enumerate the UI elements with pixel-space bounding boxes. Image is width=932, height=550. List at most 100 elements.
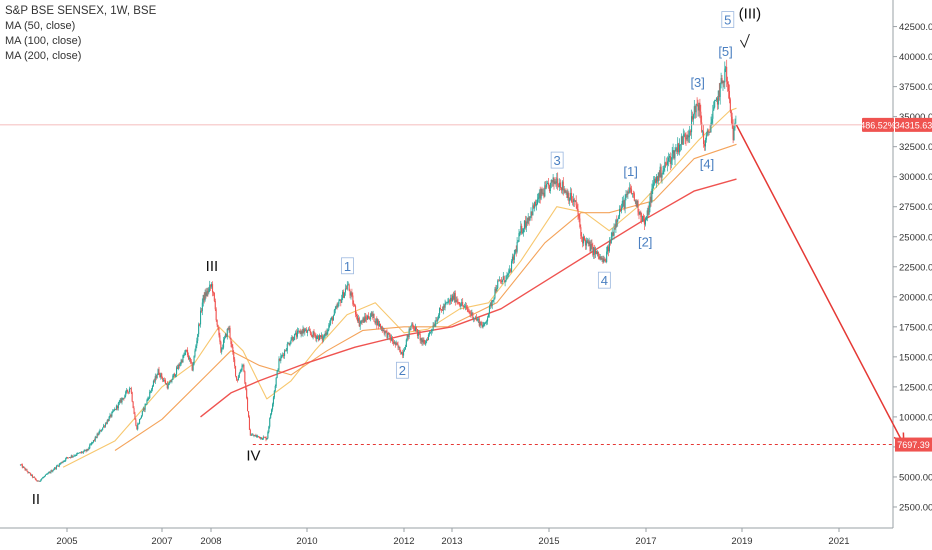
candle-down	[314, 335, 316, 336]
candle-up	[89, 444, 91, 449]
candle-up	[92, 440, 94, 443]
wave-label-primary: IV	[246, 448, 260, 465]
candle-up	[157, 369, 159, 375]
candle-up	[398, 346, 400, 348]
candle-up	[152, 380, 154, 386]
candle-up	[138, 423, 140, 425]
candle-down	[640, 211, 642, 218]
candle-up	[552, 177, 554, 183]
candle-up	[667, 161, 669, 165]
candle-up	[228, 327, 230, 330]
candle-up	[282, 354, 284, 356]
candle-up	[380, 326, 382, 328]
candle-up	[588, 241, 590, 244]
candle-down	[451, 297, 453, 301]
candle-down	[205, 292, 207, 296]
candle-up	[266, 438, 268, 440]
candle-up	[122, 398, 124, 399]
candle-down	[418, 331, 420, 335]
candle-up	[724, 68, 726, 83]
candle-up	[296, 330, 298, 337]
x-axis-tick-label: 2017	[635, 536, 656, 547]
candle-down	[535, 201, 537, 206]
candle-up	[404, 346, 406, 350]
candle-up	[108, 416, 110, 421]
wave-label-box	[721, 11, 735, 28]
candle-up	[603, 259, 605, 263]
candle-down	[628, 191, 630, 193]
candle-up	[362, 318, 364, 322]
candle-up	[475, 317, 477, 319]
candle-down	[531, 211, 533, 216]
candle-down	[700, 111, 702, 123]
candle-up	[140, 415, 142, 419]
current-price-label: 34315.63	[895, 120, 932, 130]
candle-up	[302, 328, 304, 334]
candle-up	[346, 284, 348, 290]
candle-down	[399, 346, 401, 353]
candle-up	[532, 205, 534, 216]
candle-up	[375, 318, 377, 323]
candle-up	[655, 176, 657, 183]
candle-up	[273, 390, 275, 398]
candle-down	[433, 325, 435, 327]
legend-symbol-title[interactable]: S&P BSE SENSEX, 1W, BSE	[5, 5, 157, 17]
candle-up	[501, 279, 503, 283]
candle-down	[605, 260, 607, 262]
candle-down	[210, 284, 212, 287]
candle-up	[622, 200, 624, 202]
candle-down	[215, 309, 217, 321]
candle-down	[391, 337, 393, 342]
candle-up	[278, 358, 280, 370]
candle-down	[353, 304, 355, 305]
x-axis-tick-label: 2019	[731, 536, 752, 547]
candle-up	[268, 426, 270, 433]
candle-up	[484, 323, 486, 324]
candle-down	[174, 373, 176, 377]
legend-study-ma50[interactable]: MA (50, close)	[5, 20, 76, 32]
wave-label-boxed: 5	[724, 13, 731, 28]
candle-down	[236, 379, 238, 381]
candle-up	[444, 303, 446, 308]
candle-up	[693, 106, 695, 115]
candle-down	[301, 331, 303, 334]
candle-up	[682, 135, 684, 145]
candle-up	[304, 330, 306, 333]
candle-up	[117, 403, 119, 409]
candle-down	[87, 448, 89, 450]
candle-down	[409, 329, 411, 331]
candle-down	[526, 221, 528, 224]
candle-down	[730, 110, 732, 117]
candle-down	[203, 294, 205, 301]
candle-up	[631, 193, 633, 195]
candle-up	[289, 343, 291, 345]
candle-up	[523, 228, 525, 233]
legend-study-ma100[interactable]: MA (100, close)	[5, 35, 82, 47]
y-axis-tick-label: 12500.00	[899, 382, 932, 393]
candle-up	[384, 330, 386, 334]
y-axis-tick-label: 17500.00	[899, 322, 932, 333]
candle-up	[226, 329, 228, 337]
candle-up	[241, 365, 243, 370]
candle-down	[110, 414, 112, 417]
candle-down	[481, 324, 483, 328]
candle-up	[427, 334, 429, 340]
candle-up	[611, 232, 613, 237]
candle-up	[25, 469, 27, 471]
candle-up	[542, 192, 544, 194]
candle-up	[324, 333, 326, 337]
candle-up	[260, 437, 262, 439]
candle-up	[725, 66, 727, 69]
legend-study-ma200[interactable]: MA (200, close)	[5, 50, 82, 62]
candle-down	[95, 436, 97, 438]
candle-up	[550, 180, 552, 183]
candle-up	[70, 455, 72, 458]
candle-down	[626, 194, 628, 195]
candle-down	[248, 411, 250, 418]
candle-up	[331, 317, 333, 320]
candle-down	[614, 227, 616, 229]
candle-down	[703, 144, 705, 147]
wave-label-box	[395, 361, 409, 379]
candle-up	[146, 399, 148, 404]
